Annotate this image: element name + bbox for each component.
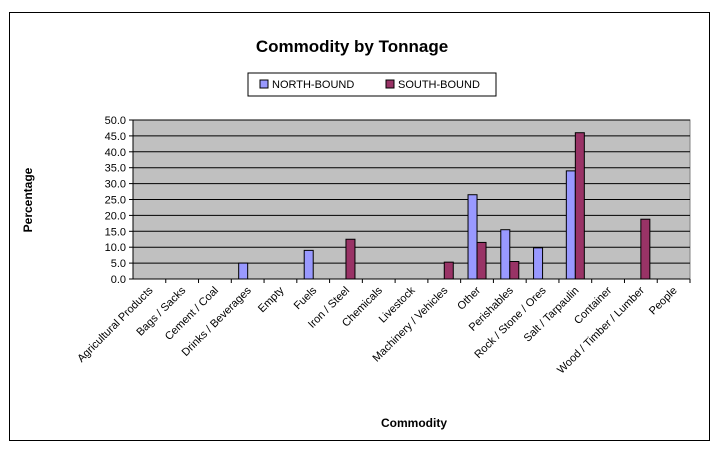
y-tick-label: 25.0 xyxy=(105,195,126,207)
bar-north-bound-fuels xyxy=(303,249,314,280)
x-tick-label-people: People xyxy=(647,285,680,318)
legend-label-north-bound: NORTH-BOUND xyxy=(272,79,354,91)
bar-north-bound-drinks-beverages xyxy=(238,262,249,280)
legend-swatch-north-bound xyxy=(259,79,269,89)
y-axis-ticks: 0.0 5.0 10.0 15.0 20.0 25.0 30.0 35.0 40.0 45.0 50… xyxy=(105,115,133,286)
legend-swatch-south-bound xyxy=(385,79,395,89)
bar-north-bound-perishables xyxy=(500,229,511,280)
y-tick-label: 50.0 xyxy=(105,115,126,127)
legend: NORTH-BOUND SOUTH-BOUND xyxy=(247,72,497,97)
y-tick-label: 45.0 xyxy=(105,131,126,143)
x-tick-label-fuels: Fuels xyxy=(292,284,320,312)
x-tick-label-other: Other xyxy=(455,284,483,312)
bar-south-bound-other xyxy=(476,241,487,280)
y-tick-label: 0.0 xyxy=(111,274,126,286)
gridlines xyxy=(133,119,690,264)
bar-south-bound-perishables xyxy=(509,261,520,280)
y-axis-title: Percentage xyxy=(21,167,35,232)
bars xyxy=(238,132,651,280)
legend-box xyxy=(247,72,497,97)
legend-label-south-bound: SOUTH-BOUND xyxy=(398,79,480,91)
y-tick-label: 40.0 xyxy=(105,147,126,159)
bar-north-bound-rock-stone-ores xyxy=(533,247,544,280)
y-tick-label: 15.0 xyxy=(105,226,126,238)
x-axis-title: Commodity xyxy=(381,416,447,430)
y-tick-label: 30.0 xyxy=(105,179,126,191)
bar-south-bound-machinery-vehicles xyxy=(443,261,454,280)
bar-south-bound-iron-steel xyxy=(345,238,356,280)
bar-north-bound-salt-tarpaulin xyxy=(565,170,576,280)
bar-south-bound-salt-tarpaulin xyxy=(574,132,585,280)
x-tick-label-empty: Empty xyxy=(256,284,287,315)
y-tick-label: 10.0 xyxy=(105,242,126,254)
bar-north-bound-other xyxy=(467,194,478,280)
y-tick-label: 20.0 xyxy=(105,210,126,222)
y-tick-label: 35.0 xyxy=(105,163,126,175)
chart-title: Commodity by Tonnage xyxy=(256,37,448,56)
bar-south-bound-wood-timber-lumber xyxy=(640,218,651,280)
y-tick-label: 5.0 xyxy=(111,258,126,270)
